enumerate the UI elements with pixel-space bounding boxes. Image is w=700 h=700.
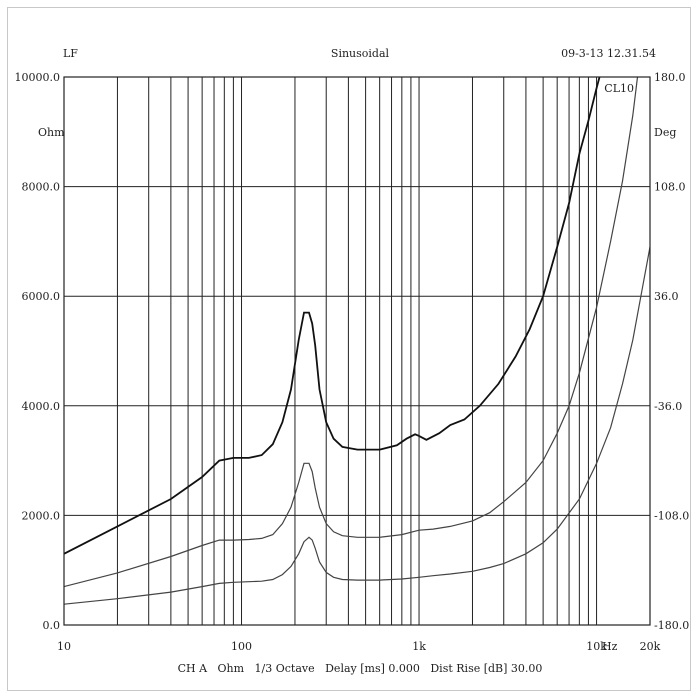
series-lines: [64, 77, 650, 605]
x-tick-label: 20k: [640, 640, 661, 653]
header-left: LF: [63, 47, 78, 60]
series-line-3: [64, 246, 650, 605]
y-tick-label-right: -108.0: [654, 509, 689, 522]
header-center: Sinusoidal: [331, 47, 390, 60]
plot-border: [63, 76, 651, 626]
chart-frame: [7, 7, 691, 691]
y-tick-label-left: 2000.0: [22, 509, 61, 522]
y-tick-label-right: 108.0: [654, 181, 686, 194]
curve-label: CL10: [604, 82, 634, 95]
y-tick-label-left: 4000.0: [22, 400, 61, 413]
series-line-1: [64, 77, 601, 555]
y-axis-label-left: Ohm: [38, 126, 65, 139]
y-tick-label-left: 10000.0: [15, 71, 61, 84]
tick-labels: 0.0 2000.0 4000.0 6000.0 8000.0 10000.0 -180.0…: [15, 71, 690, 653]
y-tick-label-left: 0.0: [43, 619, 61, 632]
header-right: 09-3-13 12.31.54: [561, 47, 656, 60]
y-tick-label-right: 180.0: [654, 71, 686, 84]
y-tick-label-right: -36.0: [654, 400, 682, 413]
y-tick-label-left: 6000.0: [22, 290, 61, 303]
grid-lines: [64, 76, 651, 626]
y-tick-label-left: 8000.0: [22, 181, 61, 194]
y-tick-label-right: 36.0: [654, 290, 679, 303]
x-tick-label: 100: [231, 640, 252, 653]
footer-info: CH A Ohm 1/3 Octave Delay [ms] 0.000 Dis…: [178, 662, 543, 675]
y-tick-label-right: -180.0: [654, 619, 689, 632]
y-axis-label-right: Deg: [654, 126, 676, 139]
x-tick-label: 10: [57, 640, 71, 653]
series-line-2: [64, 77, 639, 588]
x-tick-label: 10k: [586, 640, 607, 653]
x-unit-label: Hz: [602, 640, 618, 653]
x-tick-label: 1k: [412, 640, 426, 653]
